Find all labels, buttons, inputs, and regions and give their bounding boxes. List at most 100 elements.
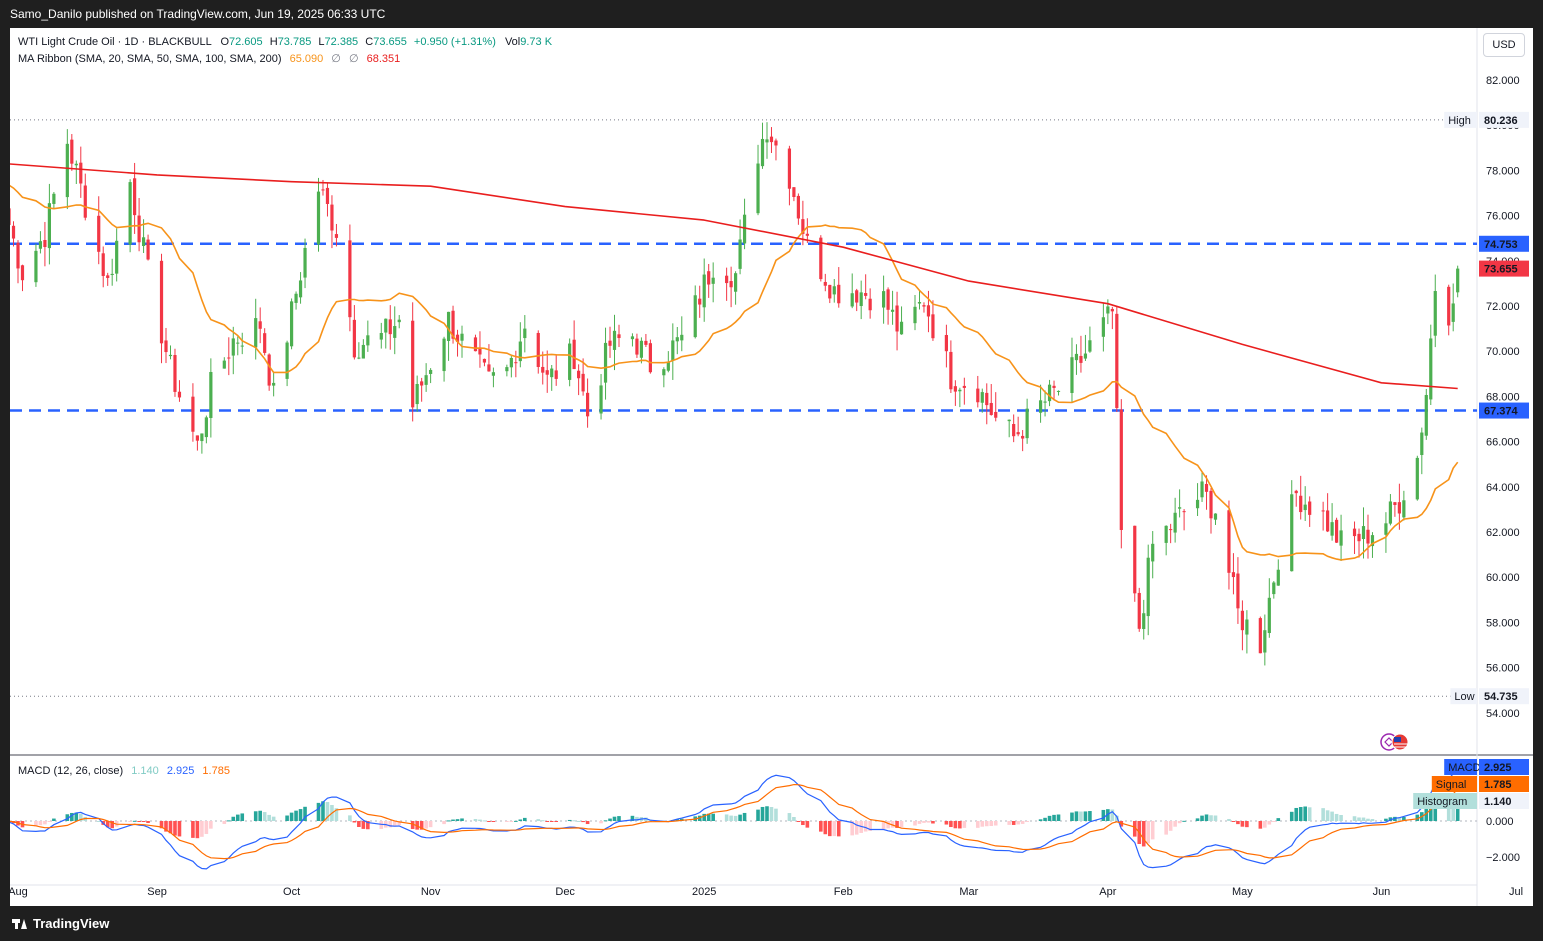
macd-histogram-bar [949, 821, 953, 828]
candle-body [321, 189, 325, 191]
macd-histogram-bar [792, 816, 796, 821]
candle-body [635, 338, 639, 355]
time-tick-label: Sep [147, 886, 167, 898]
last-price-label-pill [1479, 260, 1529, 277]
macd-histogram-bar [823, 821, 828, 835]
signal-value-label-tag-text: Signal [1436, 779, 1467, 791]
macd-histogram-bar [1289, 811, 1294, 821]
macd-histogram-bar [487, 821, 491, 822]
candle-body [989, 402, 993, 415]
us-flag-event-icon[interactable] [1379, 733, 1411, 751]
candle-body [1236, 573, 1240, 609]
macd-histogram-bar [334, 808, 339, 821]
macd-histogram-bar [132, 820, 137, 822]
macd-histogram-bar [442, 821, 446, 825]
macd-histogram-bar [267, 814, 271, 821]
candle-body [1070, 357, 1074, 393]
candle-body [47, 203, 51, 249]
macd-histogram-bar [1204, 814, 1209, 821]
candle-body [97, 215, 101, 252]
candle-body [1276, 569, 1280, 586]
candle-body [1294, 490, 1298, 494]
macd-histogram-bar [177, 821, 182, 837]
macd-histogram-bar [1370, 819, 1375, 821]
candle-body [379, 332, 383, 340]
candle-body [536, 332, 540, 367]
candle-body [366, 335, 370, 346]
candle-body [859, 292, 863, 307]
macd-histogram-bar [128, 821, 132, 822]
tradingview-logo[interactable]: TradingView [12, 916, 109, 931]
candle-body [254, 318, 258, 348]
macd-histogram-bar [74, 812, 79, 821]
macd-histogram-bar [1020, 821, 1025, 824]
macd-histogram-bar [738, 814, 742, 821]
candle-body [1083, 353, 1088, 359]
candle-body [1115, 313, 1119, 409]
macd-tick-label: −2.000 [1486, 852, 1520, 864]
candle-body [765, 139, 769, 143]
price-tick-label: 66.000 [1486, 437, 1520, 449]
signal-value-label-pill [1479, 776, 1529, 792]
macd-histogram-bar [895, 821, 899, 828]
candle-body [572, 339, 576, 370]
macd-histogram-bar [446, 820, 451, 822]
candle-body [1178, 507, 1182, 509]
candle-body [1227, 510, 1231, 573]
macd-histogram-bar [608, 818, 612, 821]
candle-body [1366, 529, 1370, 544]
candle-body [769, 136, 774, 143]
macd-histogram-bar [226, 820, 231, 822]
macd-histogram-bar [159, 821, 164, 829]
footer-bar: TradingView [0, 906, 1543, 941]
macd-histogram-bar [253, 811, 258, 821]
candle-body [34, 250, 38, 283]
macd-histogram-bar [1307, 807, 1312, 821]
macd-histogram-bar [1276, 818, 1281, 821]
candle-body [397, 319, 401, 323]
macd-histogram-bar [890, 821, 895, 828]
tradingview-brand: TradingView [33, 916, 110, 931]
macd-histogram-bar [1428, 804, 1433, 821]
candle-body [115, 240, 119, 274]
macd-histogram-bar [1330, 811, 1334, 821]
candle-body [316, 191, 321, 245]
macd-histogram-bar [96, 820, 101, 822]
support-label-value: 67.374 [1484, 406, 1519, 418]
macd-histogram-bar [801, 821, 805, 826]
candle-body [837, 284, 841, 304]
legend-h-label: H [270, 36, 278, 48]
candle-body [473, 337, 478, 352]
macd-histogram-bar [209, 821, 213, 829]
macd-histogram-bar [1106, 809, 1110, 821]
legend-macd-signal: 1.785 [202, 765, 230, 777]
price-tick-label: 76.000 [1486, 211, 1520, 223]
macd-histogram-bar [231, 816, 236, 821]
candle-body [1272, 582, 1276, 595]
price-chart[interactable]: 82.00080.00078.00076.00074.00072.00070.0… [10, 28, 1533, 906]
macd-histogram-bar [1272, 821, 1276, 822]
candle-body [10, 208, 11, 225]
hist-value-label-tag-text: Histogram [1417, 796, 1467, 808]
currency-button[interactable]: USD [1483, 33, 1525, 57]
macd-histogram-bar [357, 821, 361, 828]
candle-body [1330, 522, 1334, 536]
candle-body [1173, 512, 1177, 533]
macd-line [10, 768, 1459, 870]
candle-body [1209, 490, 1213, 519]
macd-histogram-bar [1115, 815, 1119, 821]
candle-body [707, 271, 711, 285]
macd-histogram-bar [1361, 817, 1366, 821]
candle-body [1361, 526, 1366, 540]
sma20-line [10, 184, 1459, 561]
macd-histogram-bar [913, 821, 917, 826]
candle-body [478, 348, 482, 355]
candle-body [994, 411, 998, 418]
macd-histogram-bar [78, 813, 83, 821]
candle-body [1451, 303, 1455, 322]
candle-body [1047, 384, 1052, 402]
macd-histogram-bar [1209, 815, 1213, 821]
candle-body [164, 340, 168, 353]
high-label-pill [1479, 111, 1529, 128]
candle-body [738, 239, 742, 269]
